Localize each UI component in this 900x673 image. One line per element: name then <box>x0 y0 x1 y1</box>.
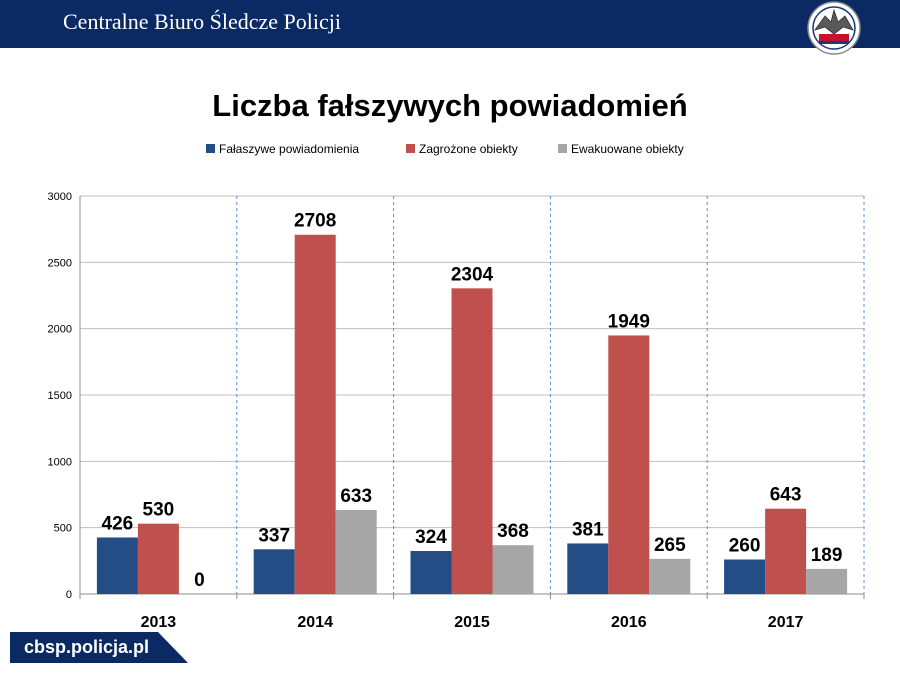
chart-legend: Fałaszywe powiadomienia Zagrożone obiekty… <box>206 142 684 156</box>
bar-zagro-one-obiekty-2016 <box>608 335 650 594</box>
chart-title: Liczba fałszywych powiadomień <box>212 88 687 123</box>
data-label: 337 <box>258 525 290 546</box>
x-axis-ticks: 2013 2014 2015 2016 2017 <box>141 614 804 631</box>
data-label: 324 <box>415 527 447 548</box>
data-label: 2304 <box>451 264 494 285</box>
bar-zagro-one-obiekty-2013 <box>137 523 179 594</box>
header-bar <box>0 0 900 48</box>
chart-data-labels: 426 530 0 337 2708 633 324 2304 368 381 1949 265 260… <box>102 211 843 591</box>
legend-swatch <box>558 144 567 153</box>
data-label: 260 <box>729 536 761 557</box>
data-label: 265 <box>654 535 686 556</box>
bar-fa-aszywe-powiadomienia-2013 <box>96 537 138 594</box>
x-tick-label: 2013 <box>141 614 177 631</box>
bar-zagro-one-obiekty-2017 <box>765 508 807 594</box>
data-label: 2708 <box>294 211 336 232</box>
bar-zagro-one-obiekty-2015 <box>451 288 493 594</box>
data-label: 0 <box>194 570 205 591</box>
bar-ewakuowane-obiekty-2017 <box>806 568 848 594</box>
legend-swatch <box>206 144 215 153</box>
data-label: 381 <box>572 519 604 540</box>
y-tick-label: 500 <box>54 523 72 535</box>
legend-label: Fałaszywe powiadomienia <box>219 142 359 156</box>
x-tick-label: 2017 <box>768 614 804 631</box>
data-label: 1949 <box>608 311 650 332</box>
data-label: 189 <box>811 545 843 566</box>
chart-bars <box>96 234 848 595</box>
bar-fa-aszywe-powiadomienia-2015 <box>410 551 452 594</box>
bar-zagro-one-obiekty-2014 <box>294 234 336 595</box>
header-title: Centralne Biuro Śledcze Policji <box>63 9 341 34</box>
legend-swatch <box>406 144 415 153</box>
data-label: 426 <box>102 513 134 534</box>
legend-label: Zagrożone obiekty <box>419 142 518 156</box>
y-tick-label: 0 <box>66 589 72 601</box>
data-label: 633 <box>340 486 372 507</box>
bar-fa-aszywe-powiadomienia-2017 <box>724 559 766 594</box>
bar-ewakuowane-obiekty-2016 <box>649 558 691 594</box>
x-tick-label: 2016 <box>611 614 647 631</box>
police-logo <box>807 1 861 55</box>
bar-fa-aszywe-powiadomienia-2014 <box>253 549 295 594</box>
legend-label: Ewakuowane obiekty <box>571 142 684 156</box>
y-axis-ticks: 0 500 1000 1500 2000 2500 3000 <box>48 191 72 601</box>
x-tick-label: 2014 <box>297 614 333 631</box>
footer-tag-shape <box>10 632 188 663</box>
bar-fa-aszywe-powiadomienia-2016 <box>567 543 609 594</box>
data-label: 368 <box>497 521 529 542</box>
bar-ewakuowane-obiekty-2015 <box>492 545 534 594</box>
y-tick-label: 1500 <box>48 390 72 402</box>
y-tick-label: 2500 <box>48 257 72 269</box>
bar-ewakuowane-obiekty-2014 <box>335 510 377 594</box>
y-tick-label: 3000 <box>48 191 72 203</box>
footer-url[interactable]: cbsp.policja.pl <box>24 637 150 657</box>
footer-url-tag[interactable]: cbsp.policja.pl <box>10 632 190 663</box>
data-label: 643 <box>770 485 802 506</box>
data-label: 530 <box>143 500 175 521</box>
y-tick-label: 1000 <box>48 456 72 468</box>
y-tick-label: 2000 <box>48 324 72 336</box>
x-tick-label: 2015 <box>454 614 490 631</box>
